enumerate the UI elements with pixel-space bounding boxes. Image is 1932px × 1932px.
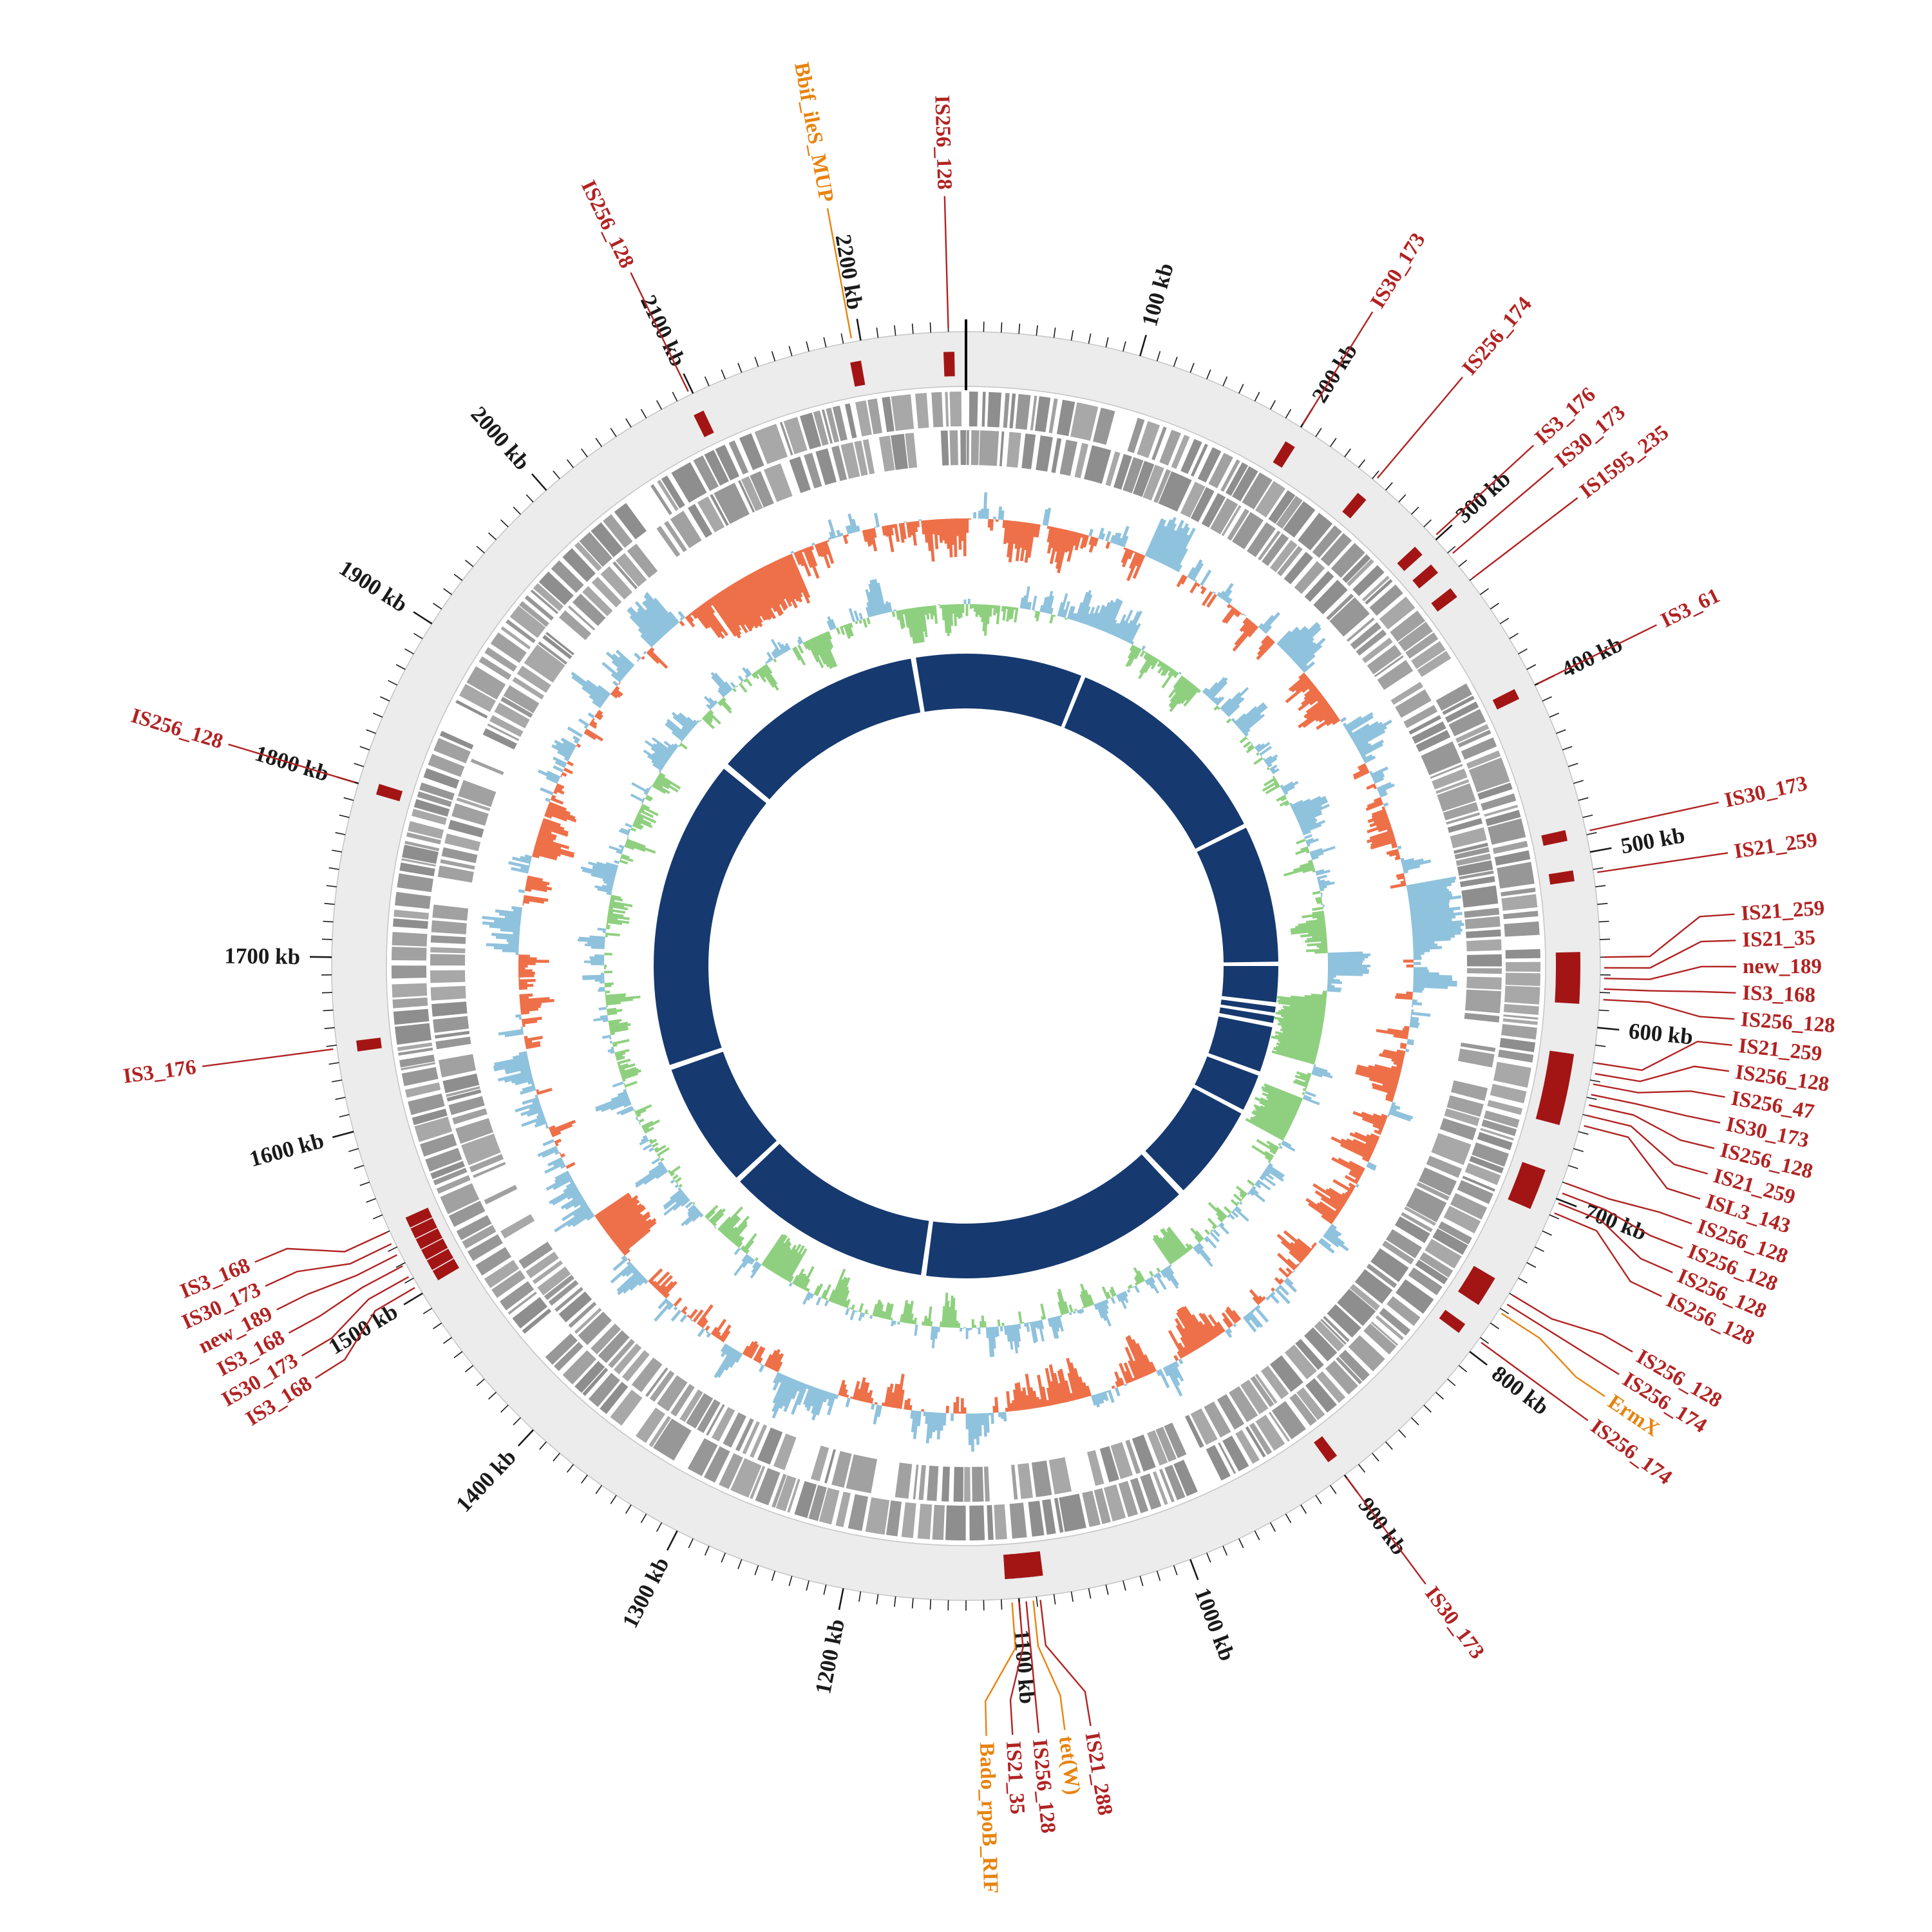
label-leader-line xyxy=(265,1243,392,1287)
label-leader-line xyxy=(288,1265,403,1334)
label-leader-line xyxy=(1346,1477,1426,1585)
label-leader-line xyxy=(1376,376,1463,479)
gene-label: IS3_61 xyxy=(1657,584,1723,632)
gene-label: IS21_35 xyxy=(1001,1741,1029,1815)
gene-label: IS30_173 xyxy=(1420,1582,1489,1663)
label-leader-line xyxy=(984,1602,1016,1736)
label-leader-line xyxy=(254,1231,387,1263)
gene-label: IS256_128 xyxy=(1028,1738,1060,1834)
axis-tick-label: 1300 kb xyxy=(617,1553,674,1633)
gene-label: IS3_168 xyxy=(1742,981,1816,1007)
label-leader-line xyxy=(1589,801,1719,831)
label-leader-line xyxy=(1562,1192,1683,1249)
label-leader-line xyxy=(1604,913,1735,958)
label-leader-line xyxy=(1603,999,1735,1020)
label-leader-line xyxy=(202,1048,334,1067)
axis-tick-label: 1600 kb xyxy=(247,1128,327,1171)
label-leader-line xyxy=(1597,852,1728,873)
gene-label: Bbif_ileS_MUP xyxy=(790,61,838,204)
label-leader-line xyxy=(1584,1124,1701,1200)
label-leader-line xyxy=(1566,1182,1692,1225)
gene-label: IS21_288 xyxy=(1080,1730,1117,1817)
axis-tick-label: 500 kb xyxy=(1619,822,1687,858)
gene-label: IS30_173 xyxy=(1723,772,1810,813)
axis-tick-label: 2100 kb xyxy=(636,291,691,370)
label-leader-line xyxy=(1481,1341,1589,1421)
label-leader-lines xyxy=(202,196,1737,1736)
axis-tick-label: 1700 kb xyxy=(224,943,300,969)
gc-skew-track xyxy=(577,578,1371,1358)
axis-tick-label: 300 kb xyxy=(1451,466,1515,528)
label-leader-line xyxy=(1512,1294,1633,1353)
label-leader-line xyxy=(1554,1212,1662,1298)
gene-label: IS21_259 xyxy=(1732,828,1819,864)
label-leader-line xyxy=(315,1287,415,1379)
label-leader-line xyxy=(1032,1600,1066,1730)
gene-label: IS256_128 xyxy=(576,176,638,272)
label-leader-line xyxy=(1588,1104,1715,1150)
gene-label: IS21_259 xyxy=(1740,896,1825,925)
tick-marks xyxy=(310,318,1620,1620)
gc-deviation-track xyxy=(482,492,1464,1452)
gene-track-strand-2 xyxy=(430,430,1502,1502)
label-leader-line xyxy=(1604,940,1736,969)
label-leader-line xyxy=(1009,1602,1024,1735)
gene-label: tet(W) xyxy=(1054,1735,1084,1796)
label-leader-line xyxy=(1039,1600,1092,1727)
axis-tick-label: 100 kb xyxy=(1137,260,1179,329)
axis-tick-label: 1900 kb xyxy=(335,555,412,617)
label-leader-line xyxy=(301,1276,410,1357)
label-leader-line xyxy=(1472,497,1578,579)
label-leader-line xyxy=(1452,467,1554,554)
axis-tick-label: 700 kb xyxy=(1581,1198,1651,1245)
axis-tick-label: 2200 kb xyxy=(831,232,868,312)
gene-label: IS256_128 xyxy=(128,704,225,753)
label-leader-line xyxy=(1591,1094,1721,1124)
label-leader-line xyxy=(1595,1065,1729,1083)
reference-alignment-ring xyxy=(654,654,1278,1278)
label-leader-line xyxy=(630,272,689,392)
gene-label: new_189 xyxy=(1743,955,1822,978)
gene-label: IS21_35 xyxy=(1742,926,1816,952)
label-leader-line xyxy=(276,1254,397,1311)
gene-label: IS3_176 xyxy=(122,1056,197,1088)
label-leader-line xyxy=(1302,311,1374,424)
label-leader-line xyxy=(228,743,355,783)
label-leader-line xyxy=(943,196,949,328)
label-leader-line xyxy=(826,208,853,339)
gene-label: IS256_128 xyxy=(930,95,956,190)
label-leader-line xyxy=(1025,1601,1040,1733)
axis-tick-label: 1200 kb xyxy=(810,1617,849,1696)
gene-track-strand-1 xyxy=(391,392,1541,1540)
label-leader-line xyxy=(1501,1312,1605,1397)
label-leader-line xyxy=(1596,1041,1732,1072)
label-leader-line xyxy=(1435,444,1535,535)
axis-tick-label: 600 kb xyxy=(1627,1018,1694,1050)
gene-label: Bado_rpoB_RIF xyxy=(975,1742,1002,1894)
axis-tick-label: 800 kb xyxy=(1487,1361,1553,1420)
label-leader-line xyxy=(1537,624,1657,685)
label-leader-line xyxy=(1586,1114,1709,1175)
annotation-markers xyxy=(356,352,1581,1580)
label-leader-line xyxy=(1506,1303,1620,1376)
gene-label: IS21_259 xyxy=(1738,1034,1823,1066)
label-leader-line xyxy=(1604,965,1737,980)
label-leader-line xyxy=(1604,988,1736,994)
gene-label: IS256_128 xyxy=(1740,1008,1836,1037)
axis-tick-label: 1000 kb xyxy=(1189,1584,1240,1664)
label-leader-line xyxy=(1593,1083,1725,1098)
axis-tick-label: 2000 kb xyxy=(466,401,535,475)
axis-tick-label: 1400 kb xyxy=(451,1444,521,1517)
gene-label: IS256_174 xyxy=(1458,292,1537,379)
gene-label: IS30_173 xyxy=(1366,229,1430,313)
label-leader-line xyxy=(1558,1202,1673,1274)
